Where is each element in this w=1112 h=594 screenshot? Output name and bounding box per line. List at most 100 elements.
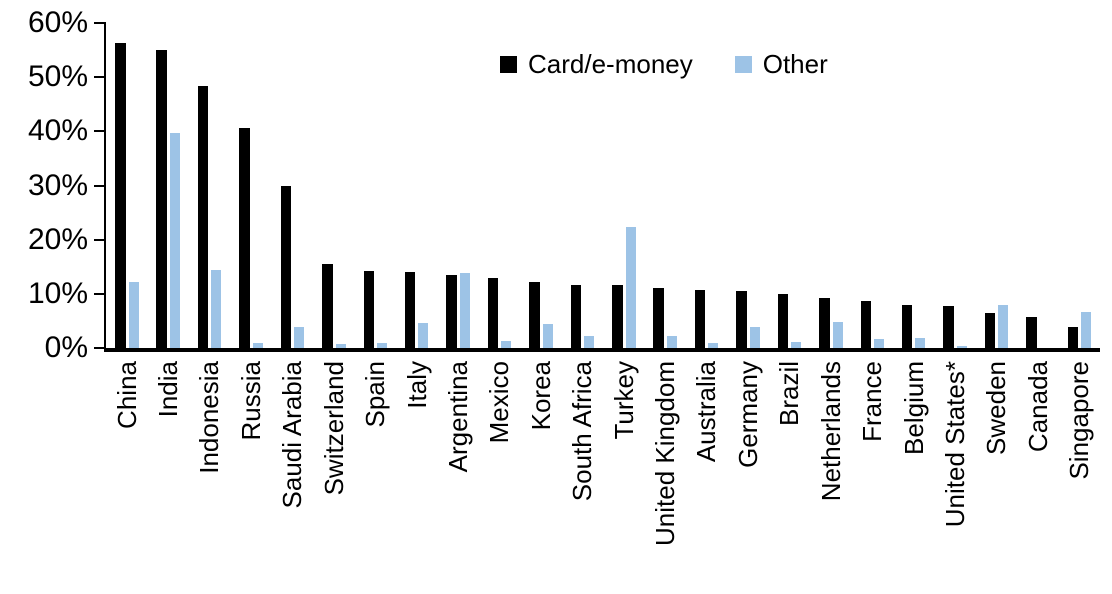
x-axis-label: United States* (934, 361, 975, 589)
bar-card-e-money (736, 291, 747, 348)
bar-card-e-money (446, 275, 457, 348)
x-axis-label: Argentina (437, 361, 478, 589)
y-axis-tick-label: 50% (27, 60, 88, 94)
plot-area (106, 23, 1100, 349)
legend: Card/e-money Other (500, 47, 828, 81)
other-swatch-icon (734, 55, 752, 73)
x-axis-label-text: Australia (691, 361, 722, 463)
bar-card-e-money (322, 263, 333, 348)
bar-other (666, 335, 677, 348)
bar-card-e-money (1026, 316, 1037, 348)
bar-other (128, 281, 139, 348)
x-axis-label-text: Singapore (1064, 361, 1095, 480)
y-axis-tick (94, 292, 104, 295)
x-axis-label-text: Turkey (608, 361, 639, 440)
bar-card-e-money (777, 293, 789, 348)
x-axis-label-text: China (111, 361, 142, 429)
bar-card-e-money (363, 271, 374, 348)
x-axis-label: Indonesia (189, 361, 230, 589)
bar-other (956, 346, 967, 348)
bar-card-e-money (156, 50, 167, 348)
bar-other (1081, 312, 1091, 349)
bar-card-e-money (612, 285, 623, 348)
y-axis-tick-label: 30% (27, 168, 88, 202)
x-axis-label-text: United States* (939, 361, 970, 528)
x-axis-label: Turkey (603, 361, 644, 589)
x-axis-label: Korea (520, 361, 561, 589)
x-axis-label-text: Sweden (981, 361, 1012, 455)
y-axis-tick (94, 184, 104, 187)
bar-other (501, 341, 512, 348)
x-axis-label-text: Russia (235, 361, 266, 441)
x-axis-label: Netherlands (810, 361, 851, 589)
bar-other (377, 342, 387, 348)
y-axis-tick (94, 347, 104, 349)
x-axis-label: United Kingdom (644, 361, 685, 589)
bar-card-e-money (860, 300, 871, 348)
bar-other (459, 273, 470, 349)
x-axis-label: Switzerland (313, 361, 354, 589)
x-axis-label: Germany (727, 361, 768, 589)
legend-item-card-e-money: Card/e-money (500, 47, 693, 81)
x-axis-label-text: France (857, 361, 888, 442)
bar-other (335, 344, 346, 348)
x-axis-label-text: Switzerland (318, 361, 349, 496)
bar-card-e-money (115, 42, 126, 348)
x-axis-label-text: Spain (360, 361, 391, 428)
bar-other (749, 326, 760, 348)
bar-card-e-money (570, 284, 581, 348)
y-axis-tick-label: 10% (27, 276, 88, 310)
legend-item-other: Other (734, 47, 828, 81)
x-axis-label-text: Canada (1022, 361, 1053, 453)
x-axis-label: Russia (230, 361, 271, 589)
bar-other (542, 323, 553, 348)
x-axis-label: Canada (1017, 361, 1058, 589)
x-axis-label: Spain (355, 361, 396, 589)
y-axis-tick-label: 20% (27, 222, 88, 256)
bar-card-e-money (239, 128, 250, 348)
x-axis-label-text: South Africa (567, 361, 598, 502)
y-axis-tick (94, 76, 104, 79)
legend-label: Card/e-money (528, 49, 693, 79)
x-axis-label: Mexico (479, 361, 520, 589)
legend-label: Other (762, 49, 828, 79)
x-axis-label: India (147, 361, 188, 589)
x-axis-label: France (852, 361, 893, 589)
x-axis-label-text: Brazil (774, 361, 805, 427)
bar-other (252, 343, 263, 348)
bar-card-e-money (1067, 327, 1078, 348)
x-axis-label: South Africa (562, 361, 603, 589)
bar-card-e-money (653, 288, 664, 348)
x-axis-label: China (106, 361, 147, 589)
bar-card-e-money (529, 281, 540, 348)
bar-card-e-money (819, 298, 830, 348)
bar-other (791, 341, 802, 348)
bar-card-e-money (197, 86, 209, 348)
bar-card-e-money (280, 186, 292, 348)
bar-card-e-money (943, 305, 954, 349)
bar-card-e-money (901, 304, 913, 348)
y-axis-tick (94, 130, 104, 133)
x-axis-label-text: Korea (525, 361, 556, 431)
y-axis-tick (94, 22, 104, 24)
bar-card-e-money (984, 312, 996, 348)
x-axis-label-text: Argentina (442, 361, 473, 473)
bar-other (169, 133, 180, 348)
x-axis-label-text: Mexico (484, 361, 515, 444)
x-axis-label: Italy (396, 361, 437, 589)
y-axis-tick-label: 0% (44, 331, 88, 364)
x-axis-label-text: Italy (401, 361, 432, 409)
x-axis-label-text: India (153, 361, 184, 418)
bar-card-e-money (404, 271, 416, 348)
bar-other (418, 323, 429, 348)
bar-other (998, 304, 1009, 348)
bar-other (294, 327, 305, 348)
x-axis-label: Brazil (769, 361, 810, 589)
x-axis-label-text: United Kingdom (650, 361, 681, 546)
x-axis-label: Singapore (1059, 361, 1100, 589)
x-axis-label-text: Belgium (898, 361, 929, 455)
x-axis-label: Sweden (976, 361, 1017, 589)
bar-other (211, 269, 222, 348)
x-axis-label-text: Saudi Arabia (277, 361, 308, 509)
x-axis-labels: China India Indonesia Russia Saudi Arabia Swi… (106, 361, 1100, 589)
